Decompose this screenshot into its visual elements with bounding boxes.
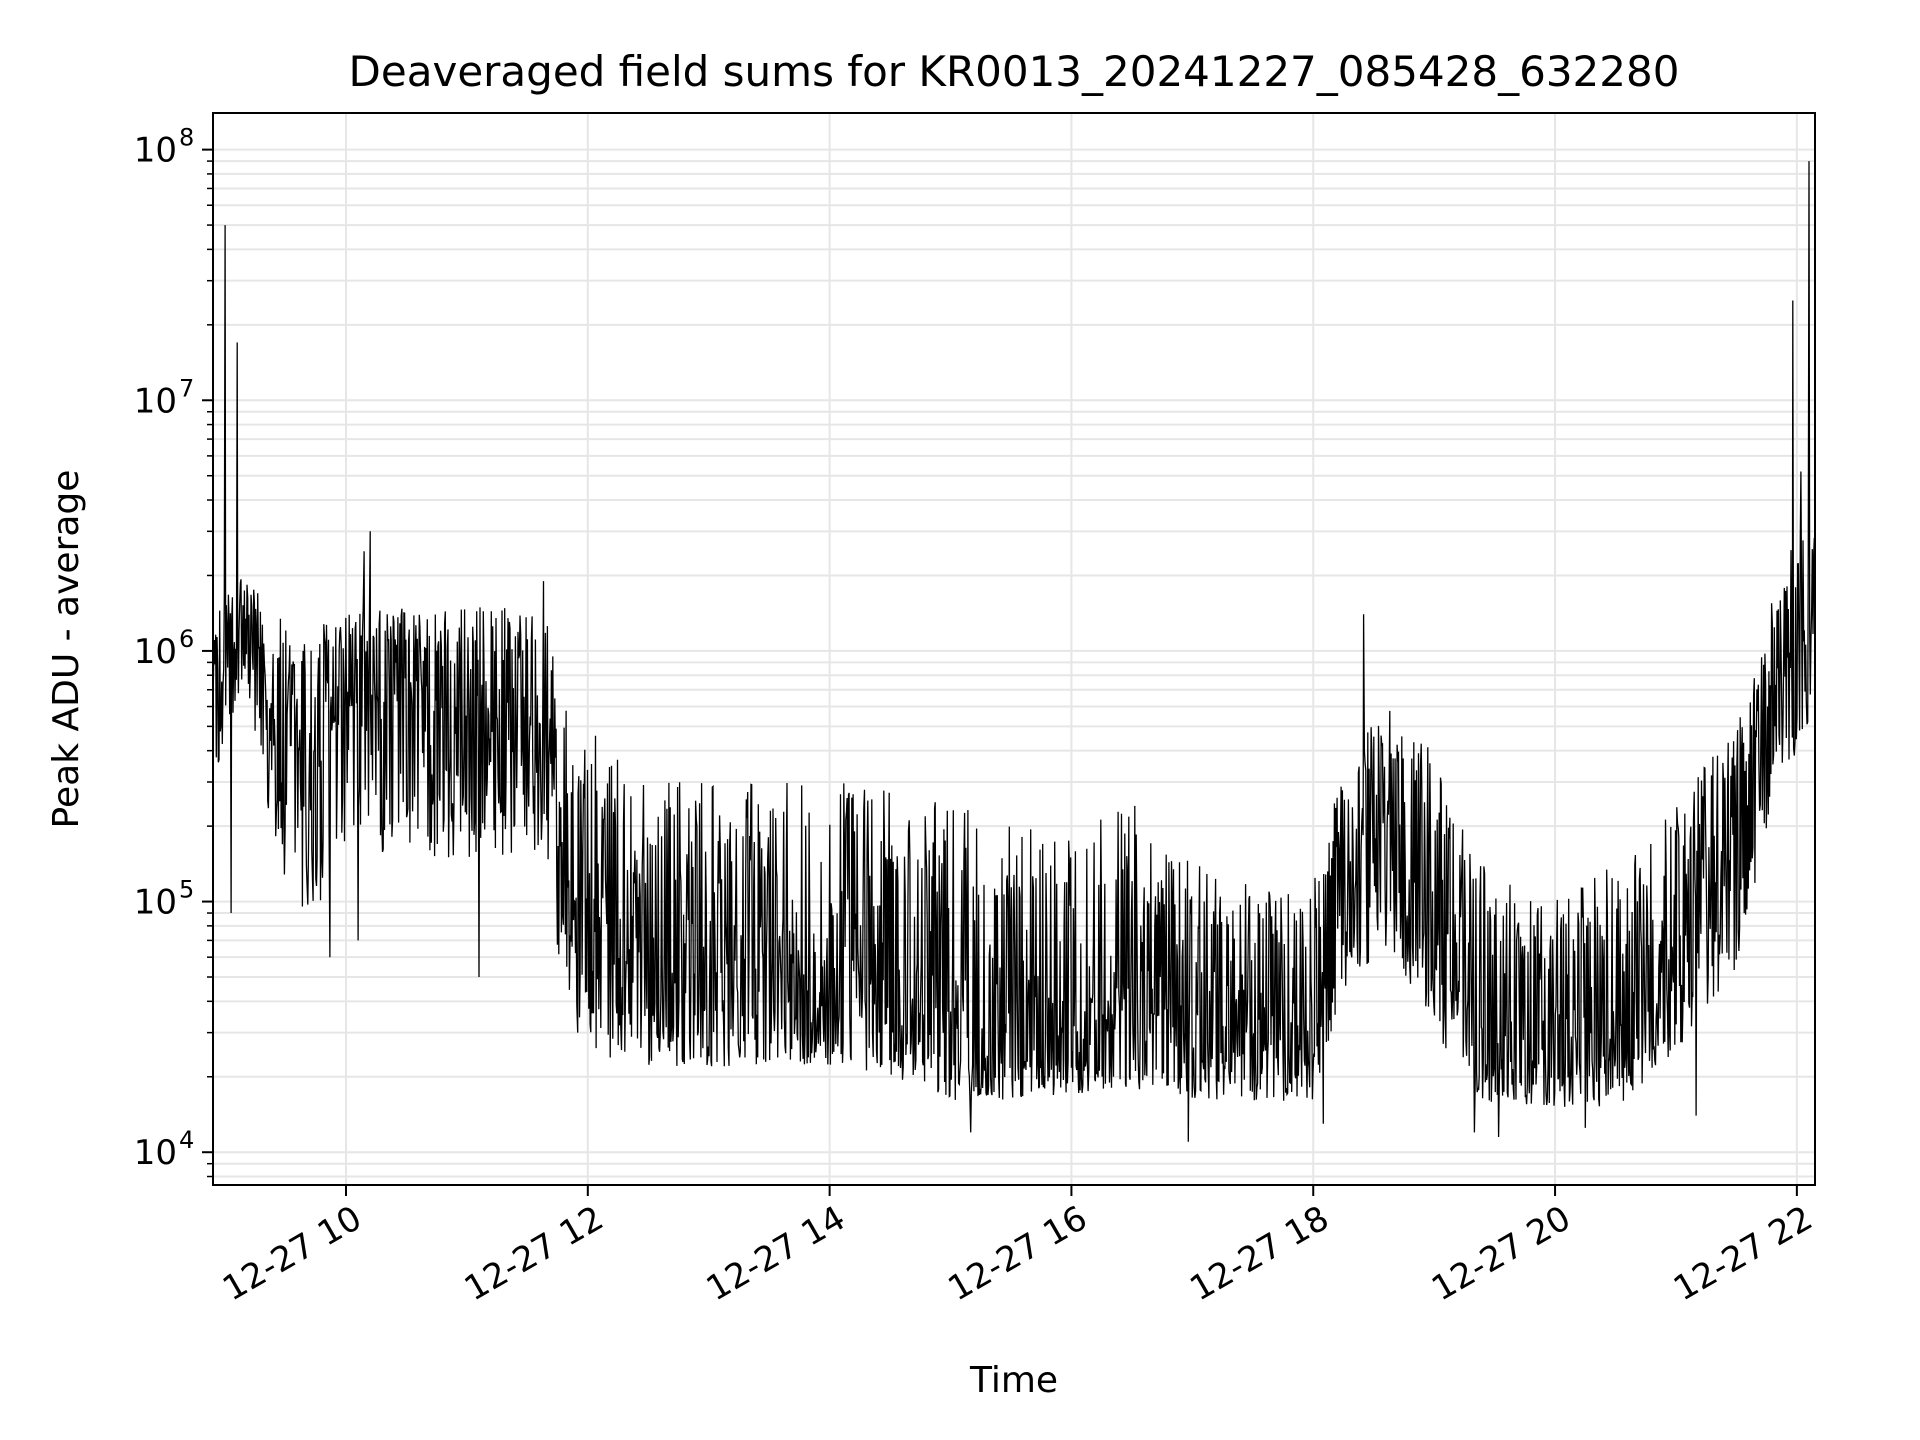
- x-axis-label: Time: [969, 1360, 1058, 1401]
- plot-frame: [212, 112, 1816, 1186]
- y-axis-label: Peak ADU - average: [46, 470, 87, 829]
- series-line: [212, 161, 1816, 1142]
- y-tick-exponent: 7: [179, 374, 194, 402]
- y-tick-label: 10: [134, 1133, 177, 1173]
- chart-title: Deaveraged field sums for KR0013_2024122…: [349, 47, 1680, 96]
- y-tick-label: 10: [134, 381, 177, 421]
- y-tick-exponent: 8: [179, 124, 194, 152]
- y-tick-exponent: 5: [179, 876, 194, 904]
- y-tick-exponent: 4: [179, 1126, 194, 1154]
- plot-area: [212, 161, 1816, 1142]
- y-tick-label: 10: [134, 883, 177, 923]
- y-tick-label: 10: [134, 632, 177, 672]
- y-tick-exponent: 6: [179, 625, 194, 653]
- y-tick-label: 10: [134, 131, 177, 171]
